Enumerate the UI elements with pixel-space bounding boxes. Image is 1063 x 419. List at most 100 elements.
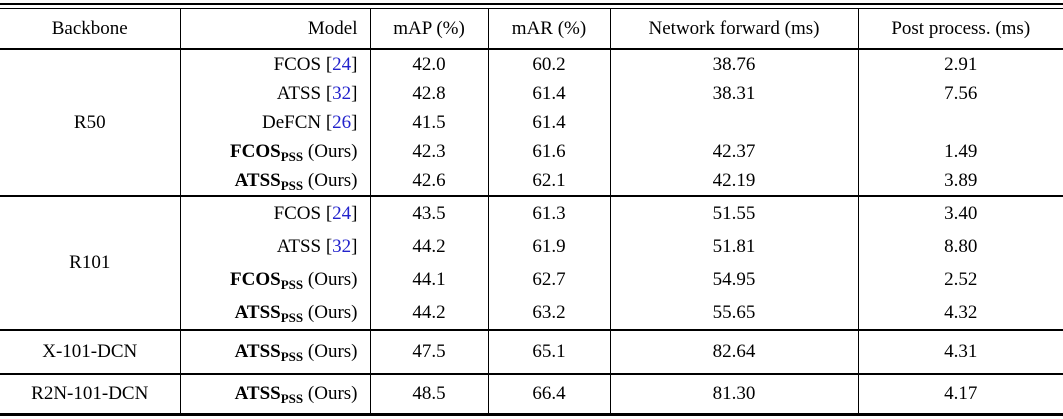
map-cell: 42.6 <box>369 166 488 196</box>
model-suffix: (Ours) <box>303 169 358 191</box>
model-cell: DeFCN [26] <box>179 108 370 137</box>
mar-cell: 61.4 <box>487 108 610 137</box>
network-forward-cell <box>609 108 858 137</box>
col-header-mar: mAR (%) <box>487 9 610 50</box>
backbone-cell: R2N-101-DCN <box>31 383 149 404</box>
model-subscript: PSS <box>280 349 304 364</box>
top-rule-thin <box>0 8 1063 9</box>
model-cell: FCOSPSS (Ours) <box>179 137 370 166</box>
model-name: ATSS <box>276 235 322 257</box>
model-cell: ATSSPSS (Ours) <box>179 374 370 415</box>
map-cell: 44.2 <box>369 296 488 330</box>
post-process-cell: 4.17 <box>857 374 1063 415</box>
map-cell: 47.5 <box>369 330 488 374</box>
citation-link[interactable]: 24 <box>332 53 352 75</box>
post-process-cell: 2.91 <box>857 49 1063 79</box>
map-cell: 44.1 <box>369 263 488 296</box>
map-cell: 42.0 <box>369 49 488 79</box>
table-row: R50 FCOS [24] 42.0 60.2 38.76 2.91 <box>0 49 1063 133</box>
model-name: ATSSPSS <box>234 341 304 364</box>
post-process-cell: 8.80 <box>857 230 1063 263</box>
map-cell: 48.5 <box>369 374 488 415</box>
network-forward-cell: 42.19 <box>609 166 858 196</box>
model-subscript: PSS <box>280 309 304 325</box>
citation-link[interactable]: 24 <box>332 202 352 224</box>
model-cell: ATSS [32] <box>179 230 370 263</box>
mar-cell: 60.2 <box>487 49 610 79</box>
model-name: FCOSPSS <box>230 268 304 292</box>
model-cell: ATSSPSS (Ours) <box>179 166 370 196</box>
model-suffix: (Ours) <box>303 341 358 362</box>
mar-cell: 61.3 <box>487 196 610 230</box>
model-subscript: PSS <box>280 391 304 406</box>
model-name: ATSS <box>276 82 322 104</box>
post-process-cell: 7.56 <box>857 79 1063 108</box>
post-process-cell: 4.32 <box>857 296 1063 330</box>
post-process-cell: 1.49 <box>857 137 1063 166</box>
network-forward-cell: 42.37 <box>609 137 858 166</box>
header-row: Backbone Model mAP (%) mAR (%) Network f… <box>0 9 1063 50</box>
model-suffix: (Ours) <box>303 383 358 404</box>
model-name: ATSSPSS <box>234 301 304 325</box>
table-row: R2N-101-DCN ATSSPSS (Ours) 48.5 66.4 81.30 4.… <box>0 374 1063 415</box>
citation-link[interactable]: 26 <box>332 111 352 133</box>
map-cell: 42.8 <box>369 79 488 108</box>
map-cell: 44.2 <box>369 230 488 263</box>
model-suffix: (Ours) <box>303 301 358 323</box>
table-row: ATSSPSS (Ours) 42.6 62.1 42.19 3.89 <box>0 166 1063 196</box>
model-suffix: (Ours) <box>303 140 358 162</box>
model-subscript: PSS <box>280 177 304 193</box>
mar-cell: 61.9 <box>487 230 610 263</box>
col-header-map: mAP (%) <box>369 9 488 50</box>
post-process-cell: 3.40 <box>857 196 1063 230</box>
col-header-post-process: Post process. (ms) <box>857 9 1063 50</box>
network-forward-cell: 82.64 <box>609 330 858 374</box>
map-cell: 42.3 <box>369 137 488 166</box>
model-name: FCOS <box>273 202 322 224</box>
section-r2n-101-dcn: R2N-101-DCN ATSSPSS (Ours) 48.5 66.4 81.30 4.… <box>0 374 1063 415</box>
mar-cell: 62.7 <box>487 263 610 296</box>
map-cell: 43.5 <box>369 196 488 230</box>
network-forward-cell: 54.95 <box>609 263 858 296</box>
model-cell: ATSSPSS (Ours) <box>179 296 370 330</box>
model-suffix: (Ours) <box>303 268 358 290</box>
model-name: DeFCN <box>261 111 322 133</box>
model-subscript: PSS <box>280 276 304 292</box>
backbone-cell: R101 <box>69 252 111 273</box>
table-row: FCOSPSS (Ours) 44.1 62.7 54.95 2.52 <box>0 263 1063 296</box>
mar-cell: 63.2 <box>487 296 610 330</box>
table-row: ATSS [32] 44.2 61.9 51.81 8.80 <box>0 230 1063 263</box>
map-cell: 41.5 <box>369 108 488 137</box>
network-forward-cell: 51.55 <box>609 196 858 230</box>
model-name: FCOSPSS <box>230 140 304 164</box>
post-process-cell: 3.89 <box>857 166 1063 196</box>
model-subscript: PSS <box>280 148 304 164</box>
model-cell: FCOS [24] <box>179 49 370 79</box>
mar-cell: 62.1 <box>487 166 610 196</box>
network-forward-cell: 38.76 <box>609 49 858 79</box>
section-x-101-dcn: X-101-DCN ATSSPSS (Ours) 47.5 65.1 82.64 4.31 <box>0 330 1063 374</box>
citation-link[interactable]: 32 <box>332 82 352 104</box>
post-process-cell: 2.52 <box>857 263 1063 296</box>
network-forward-cell: 81.30 <box>609 374 858 415</box>
mar-cell: 65.1 <box>487 330 610 374</box>
mar-cell: 61.6 <box>487 137 610 166</box>
network-forward-cell: 38.31 <box>609 79 858 108</box>
citation-link[interactable]: 32 <box>332 235 352 257</box>
model-cell: ATSSPSS (Ours) <box>179 330 370 374</box>
col-header-backbone: Backbone <box>0 9 180 50</box>
section-r50: R50 FCOS [24] 42.0 60.2 38.76 2.91 ATSS [32] 42… <box>0 49 1063 196</box>
model-name: ATSSPSS <box>234 383 304 406</box>
model-name: ATSSPSS <box>234 169 304 193</box>
top-rule-thick <box>0 3 1063 5</box>
model-cell: FCOSPSS (Ours) <box>179 263 370 296</box>
mar-cell: 61.4 <box>487 79 610 108</box>
table-row: ATSS [32] 42.8 61.4 38.31 7.56 <box>0 79 1063 108</box>
section-r101: R101 FCOS [24] 43.5 61.3 51.55 3.40 ATSS [32] 4… <box>0 196 1063 330</box>
table-row: ATSSPSS (Ours) 44.2 63.2 55.65 4.32 <box>0 296 1063 330</box>
col-header-model: Model <box>179 9 370 50</box>
results-table: Backbone Model mAP (%) mAR (%) Network f… <box>0 9 1063 416</box>
model-cell: FCOS [24] <box>179 196 370 230</box>
post-process-cell <box>857 108 1063 137</box>
